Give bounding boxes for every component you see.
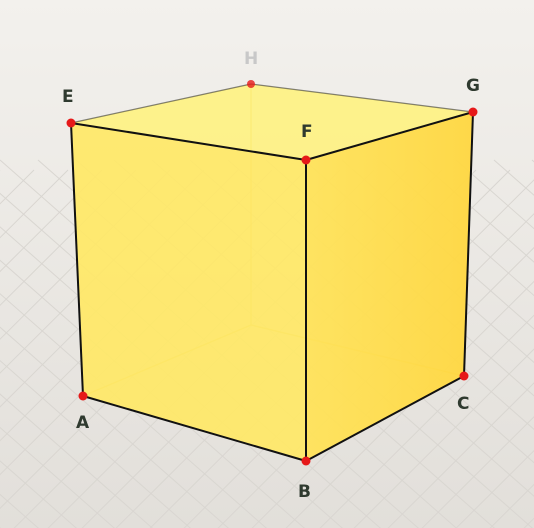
vertex-label-F: F [301, 122, 313, 142]
grid-line [0, 169, 137, 307]
grid-line [417, 159, 534, 263]
edge-H-G [250, 83, 474, 113]
edge-B-C [305, 375, 465, 462]
grid-line [489, 483, 534, 528]
grid-line [387, 382, 534, 528]
edge-E-A [70, 122, 84, 397]
edge-G-C [463, 111, 474, 377]
vertex-label-A: A [76, 413, 90, 433]
edge-F-G [305, 111, 474, 161]
top-back-edges [70, 83, 474, 124]
vertices [66, 80, 478, 466]
vertex-point-B[interactable] [301, 456, 311, 466]
vertex-point-C[interactable] [459, 371, 469, 381]
face-front [71, 123, 306, 461]
grid-line [0, 393, 153, 528]
vertex-point-E[interactable] [66, 118, 76, 128]
grid-line [0, 326, 229, 528]
vertex-point-H[interactable] [247, 80, 255, 88]
grid-line [0, 359, 191, 528]
vertex-point-F[interactable] [301, 155, 311, 165]
edge-A-B [82, 395, 307, 462]
grid-line [319, 314, 534, 528]
vertex-label-G: G [466, 76, 480, 96]
grid-line [0, 293, 267, 528]
vertex-labels: A B C E F G H [62, 49, 480, 502]
vertex-point-A[interactable] [78, 391, 88, 401]
vertex-label-B: B [298, 482, 311, 502]
grid-line [0, 169, 103, 273]
grid-line [353, 348, 534, 528]
vertex-label-C: C [457, 394, 469, 414]
face-right [306, 112, 473, 461]
edge-E-F [70, 122, 307, 161]
face-top [71, 84, 473, 160]
grid-line [421, 416, 534, 528]
visible-edges [70, 111, 474, 462]
vertex-label-H: H [244, 49, 258, 69]
grid-line [455, 449, 534, 528]
vertex-label-E: E [62, 87, 74, 107]
grid-line [379, 159, 534, 297]
vertex-point-G[interactable] [468, 107, 478, 117]
edge-E-H [70, 83, 252, 124]
